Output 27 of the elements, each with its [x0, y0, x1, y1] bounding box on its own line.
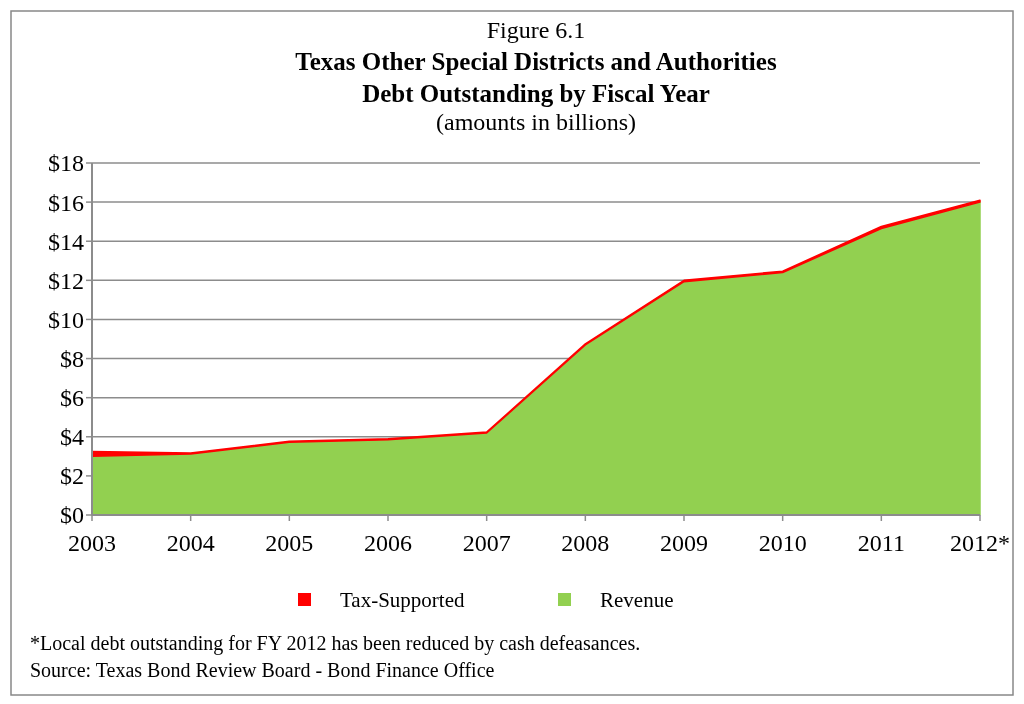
y-tick-label: $10 — [48, 306, 84, 333]
y-tick-label: $8 — [60, 345, 84, 372]
chart-subtitle: Texas Other Special Districts and Authorities Debt Outstanding by Fiscal Year — [295, 48, 777, 107]
x-tick-label: 2004 — [166, 530, 215, 556]
y-tick-label: $4 — [60, 424, 84, 451]
x-tick-label: 2011 — [857, 530, 905, 556]
y-tick-label: $0 — [60, 502, 84, 529]
x-tick-label: 2003 — [68, 530, 116, 556]
source-note: Source: Texas Bond Review Board - Bond Finance Office — [30, 659, 495, 681]
y-tick-label: $14 — [48, 228, 84, 255]
x-tick-label: 2012* — [950, 530, 1010, 556]
chart-title: Figure 6.1 — [486, 17, 586, 43]
legend-label: Revenue — [600, 588, 674, 613]
x-tick-label: 2010 — [758, 530, 807, 556]
x-tick-label: 2009 — [660, 530, 708, 556]
x-tick-label: 2006 — [364, 530, 412, 556]
y-tick-label: $16 — [48, 189, 84, 216]
y-axis-title: (amounts in billions) — [436, 109, 636, 135]
x-tick-label: 2007 — [462, 530, 511, 556]
legend-label: Tax-Supported — [340, 588, 465, 613]
y-tick-label: $6 — [60, 385, 84, 412]
x-tick-label: 2005 — [265, 530, 314, 556]
y-tick-label: $12 — [48, 267, 84, 294]
y-tick-label: $18 — [48, 150, 84, 177]
x-tick-label: 2008 — [561, 530, 610, 556]
text: *Local debt outstanding for FY 2012 has been reduced by cash defeasances. — [30, 632, 641, 655]
y-tick-label: $2 — [60, 463, 84, 490]
